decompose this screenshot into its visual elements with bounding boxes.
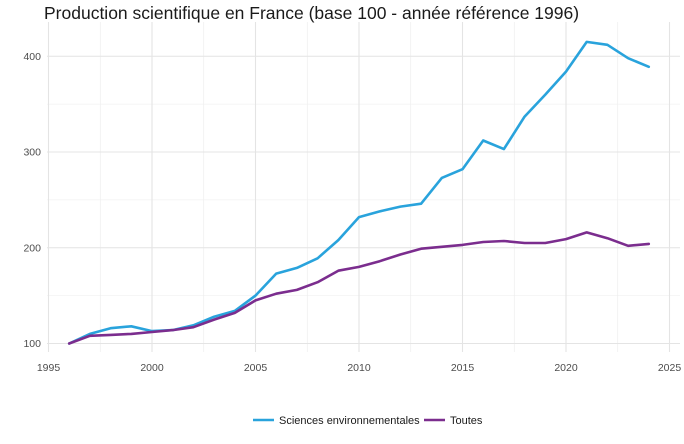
legend-label: Toutes [450, 415, 483, 427]
grid-layer [47, 22, 680, 352]
legend: Sciences environnementales Toutes [253, 415, 483, 427]
y-tick-label: 400 [23, 51, 41, 63]
x-tick-label: 2000 [140, 362, 164, 374]
y-tick-label: 100 [23, 338, 41, 350]
tick-labels: 1995 2000 2005 2010 2015 2020 2025 100 200 300 400 [23, 51, 681, 374]
x-tick-label: 2015 [451, 362, 475, 374]
x-tick-label: 1995 [37, 362, 61, 374]
x-tick-label: 2010 [347, 362, 371, 374]
series-layer [67, 40, 651, 345]
series-line-toutes [67, 231, 651, 345]
x-tick-label: 2025 [658, 362, 682, 374]
x-tick-label: 2005 [244, 362, 268, 374]
y-tick-label: 300 [23, 147, 41, 159]
x-tick-label: 2020 [554, 362, 578, 374]
y-tick-label: 200 [23, 242, 41, 254]
chart-title: Production scientifique en France (base … [44, 3, 580, 23]
legend-label: Sciences environnementales [279, 415, 420, 427]
